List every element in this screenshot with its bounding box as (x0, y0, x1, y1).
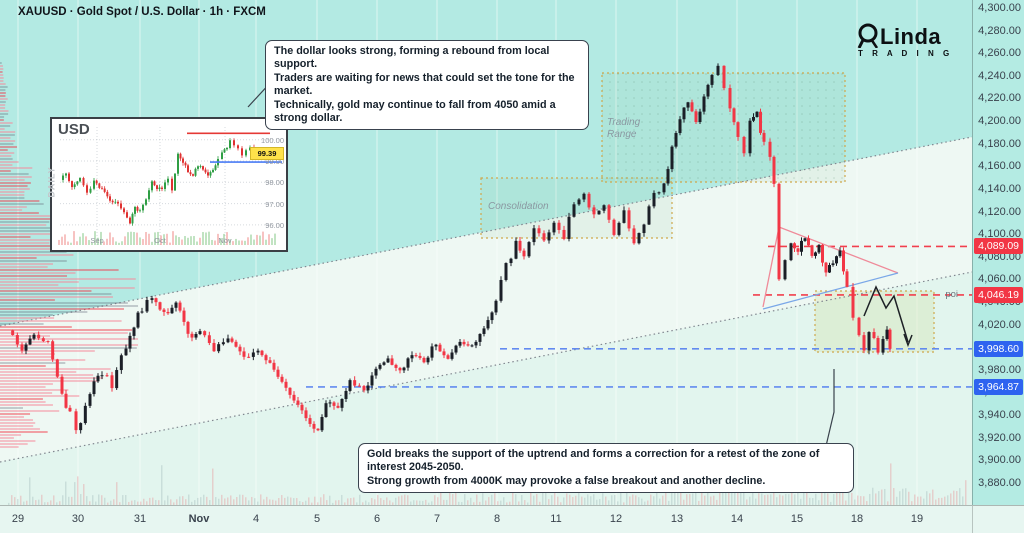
forecast-arrow (863, 285, 909, 343)
x-tick: 5 (313, 513, 321, 525)
y-tick: 3,980.00 (978, 363, 1021, 376)
x-tick: Nov (188, 513, 210, 525)
x-tick: 14 (730, 513, 744, 525)
inset-y-tick: 98.00 (265, 178, 284, 188)
x-tick: 15 (790, 513, 804, 525)
y-tick: 3,900.00 (978, 454, 1021, 467)
inset-y-tick: 100.00 (261, 135, 284, 145)
y-tick: 4,220.00 (978, 92, 1021, 105)
x-tick: 30 (71, 513, 85, 525)
x-tick: 11 (550, 513, 562, 525)
symbol-title: XAUUSD · Gold Spot / U.S. Dollar · 1h · … (18, 6, 266, 18)
inset-x-tick: Sep (90, 236, 104, 245)
consolidation-zone-label: Consolidation (488, 201, 549, 212)
brand-logo: Linda T R A D I N G (856, 22, 966, 62)
x-tick: 31 (133, 513, 147, 525)
trading-range-zone-label: Trading Range (607, 117, 641, 140)
x-tick: 19 (910, 513, 924, 525)
price-level-label-red: 4,046.19 (974, 286, 1023, 303)
candlestick-series (11, 63, 892, 434)
x-tick: 29 (11, 513, 25, 525)
annotation-note-bottom[interactable]: Gold breaks the support of the uptrend a… (358, 443, 854, 494)
x-tick: 7 (433, 513, 441, 525)
note-line: Technically, gold may continue to fall f… (274, 98, 556, 124)
inset-y-tick: 96.00 (265, 220, 284, 230)
y-tick: 4,160.00 (978, 160, 1021, 173)
inset-x-tick: Nov (218, 236, 232, 245)
volume-bars (8, 449, 967, 505)
y-tick: 4,180.00 (978, 137, 1021, 150)
inset-x-tick: Oct (154, 236, 166, 245)
volume-profile (0, 62, 138, 448)
y-tick: 4,120.00 (978, 205, 1021, 218)
y-tick: 4,060.00 (978, 273, 1021, 286)
y-tick: 4,280.00 (978, 24, 1021, 37)
y-tick: 4,300.00 (978, 1, 1021, 14)
x-tick: 4 (252, 513, 260, 525)
inset-y-tick: 99.00 (265, 157, 284, 166)
y-tick: 4,020.00 (978, 318, 1021, 331)
inset-title: USD (58, 121, 90, 138)
time-axis[interactable]: 29 30 31 Nov 4 5 6 7 8 11 12 13 14 15 18 19 (0, 505, 972, 533)
y-tick: 4,260.00 (978, 47, 1021, 60)
inset-timeframe-label: DAILY (46, 166, 57, 198)
x-tick: 8 (493, 513, 501, 525)
y-tick: 3,880.00 (978, 476, 1021, 489)
usd-inset-canvas (58, 127, 282, 245)
price-axis[interactable]: 4,300.00 4,280.00 4,260.00 4,240.00 4,220.00… (972, 0, 1024, 505)
x-tick: 6 (373, 513, 381, 525)
y-tick: 3,920.00 (978, 431, 1021, 444)
usd-inset-chart[interactable]: USD DAILY 99.39 100.00 99.00 98.00 97.00 96.… (46, 117, 288, 252)
x-tick: 18 (850, 513, 864, 525)
price-level-label-blue: 3,964.87 (974, 378, 1023, 395)
note-line: Strong growth from 4000K may provoke a f… (367, 474, 766, 487)
x-tick: 13 (670, 513, 684, 525)
x-tick: 12 (609, 513, 623, 525)
axis-corner (972, 505, 1024, 533)
y-tick: 4,140.00 (978, 182, 1021, 195)
note-line: The dollar looks strong, forming a rebou… (274, 45, 550, 71)
magnifier-r-icon (857, 23, 879, 48)
annotation-note-top[interactable]: The dollar looks strong, forming a rebou… (265, 40, 589, 131)
logo-subtitle: T R A D I N G (858, 49, 953, 58)
poi-level-label: poi (945, 288, 958, 300)
note-line: Traders are waiting for news that could … (274, 71, 575, 98)
inset-price-label: 99.39 (250, 147, 284, 160)
logo-name: Linda (880, 24, 942, 49)
y-tick: 4,100.00 (978, 228, 1021, 241)
inset-y-tick: 97.00 (265, 199, 284, 209)
y-tick: 3,940.00 (978, 409, 1021, 422)
price-level-label-blue: 3,998.60 (974, 340, 1023, 357)
y-tick: 4,240.00 (978, 69, 1021, 82)
price-level-label-red: 4,089.09 (974, 238, 1023, 255)
note-line: Gold breaks the support of the uptrend a… (367, 448, 820, 474)
y-tick: 4,200.00 (978, 115, 1021, 128)
